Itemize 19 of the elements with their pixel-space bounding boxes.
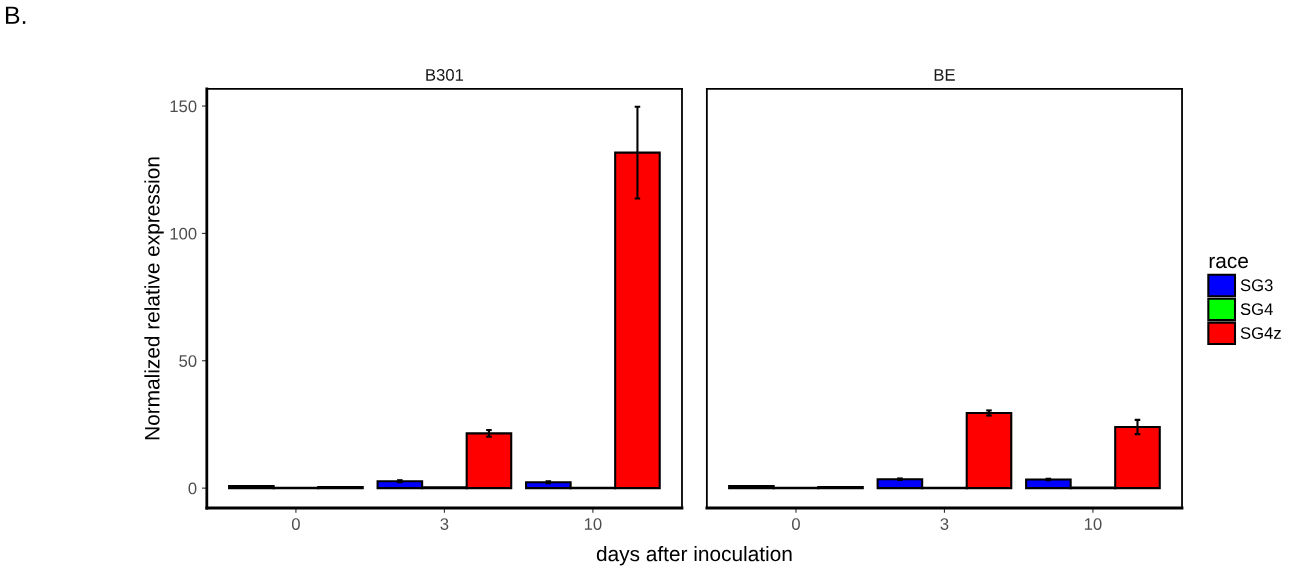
y-tick-label: 0 bbox=[188, 482, 197, 495]
x-axis-title: days after inoculation bbox=[596, 545, 792, 566]
y-tick-label: 100 bbox=[170, 227, 197, 240]
y-axis-title: Normalized relative expression bbox=[144, 157, 164, 440]
y-tick-label: 150 bbox=[170, 100, 197, 113]
legend-label: SG4z bbox=[1240, 327, 1281, 339]
legend-label: SG3 bbox=[1240, 279, 1273, 292]
chart-title: B301 bbox=[426, 69, 464, 81]
text: B. bbox=[5, 6, 26, 24]
x-tick-label: 3 bbox=[440, 518, 449, 530]
y-tick-label: 50 bbox=[179, 355, 197, 367]
chart-title: BE bbox=[934, 69, 955, 81]
x-tick-label: 10 bbox=[584, 518, 602, 530]
x-tick-label: 0 bbox=[291, 518, 300, 530]
x-tick-label: 0 bbox=[791, 518, 800, 530]
legend-title: race bbox=[1209, 256, 1248, 269]
x-tick-label: 10 bbox=[1084, 518, 1102, 530]
x-tick-label: 3 bbox=[940, 518, 949, 530]
legend-label: SG4 bbox=[1240, 303, 1273, 316]
